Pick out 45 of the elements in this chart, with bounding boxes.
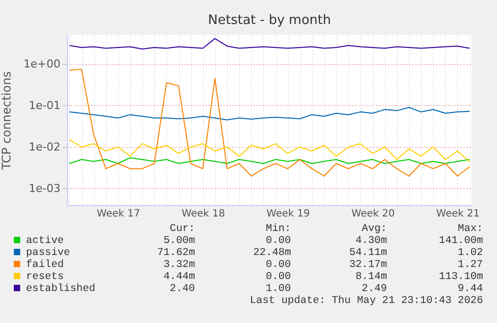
text: 32.17m	[349, 259, 387, 271]
text: 3.32m	[163, 259, 195, 271]
x-tick-label: Week 21	[436, 208, 480, 220]
text: 0.00	[266, 271, 291, 283]
text: Cur:	[170, 223, 195, 235]
text: 71.62m	[157, 247, 195, 259]
text: Last update: Thu May 21 23:10:43 2026	[250, 295, 483, 307]
text: 9.44	[458, 283, 483, 295]
line-series	[68, 106, 470, 120]
text: Min:	[266, 223, 291, 235]
line-series	[68, 139, 470, 162]
legend-label: passive	[26, 247, 70, 259]
legend-label: established	[26, 283, 96, 295]
legend-label: active	[26, 235, 64, 247]
text: 141.00m	[438, 235, 483, 247]
text: 113.10m	[438, 271, 483, 283]
text: 4.44m	[163, 271, 195, 283]
y-axis-title: TCP connections	[0, 71, 14, 171]
text: 22.48m	[253, 247, 291, 259]
x-tick-label: Week 18	[182, 208, 225, 220]
text: 0.00	[266, 235, 291, 247]
text: 54.11m	[349, 247, 387, 259]
line-series	[68, 38, 470, 50]
y-tick-label: 1e-02	[28, 140, 60, 154]
text: 4.30m	[355, 235, 387, 247]
x-tick-label: Week 17	[96, 208, 140, 220]
text: 2.49	[362, 283, 387, 295]
legend-label: resets	[26, 271, 64, 283]
text: Max:	[458, 223, 483, 235]
text: 1.00	[266, 283, 291, 295]
legend-label: failed	[26, 259, 64, 271]
text: Avg:	[362, 223, 387, 235]
line-series	[68, 68, 470, 176]
text: 1.27	[458, 259, 483, 271]
text: 0.00	[266, 259, 291, 271]
y-tick-label: 1e-01	[28, 99, 60, 112]
y-tick-label: 1e-03	[28, 182, 60, 195]
text: 5.00m	[163, 235, 195, 247]
x-tick-label: Week 20	[351, 208, 395, 220]
text: 1.02	[458, 247, 483, 259]
y-tick-label: 1e+00	[24, 58, 60, 71]
x-tick-label: Week 19	[266, 208, 310, 220]
text: 8.14m	[355, 271, 387, 283]
text: 2.40	[170, 283, 195, 295]
chart-title: Netstat - by month	[208, 13, 331, 28]
